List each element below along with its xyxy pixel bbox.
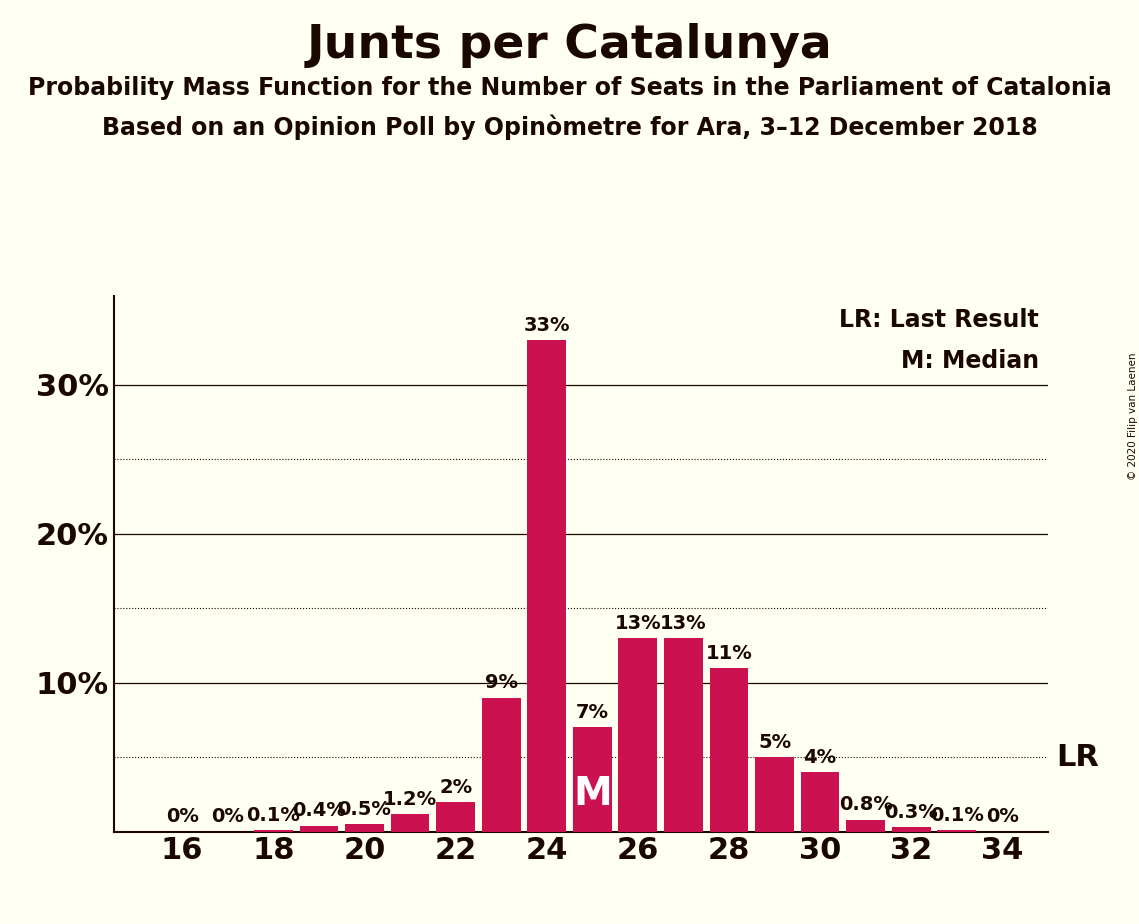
Bar (573, 727, 612, 832)
Text: © 2020 Filip van Laenen: © 2020 Filip van Laenen (1129, 352, 1138, 480)
Text: 0%: 0% (986, 808, 1018, 826)
Text: 4%: 4% (803, 748, 837, 767)
Text: 0.1%: 0.1% (246, 806, 301, 825)
Bar (527, 340, 566, 832)
Bar (710, 668, 748, 832)
Bar (300, 826, 338, 832)
Bar (892, 827, 931, 832)
Text: 1.2%: 1.2% (383, 789, 437, 808)
Text: 0.8%: 0.8% (838, 796, 893, 814)
Text: LR: Last Result: LR: Last Result (839, 308, 1039, 332)
Bar (846, 820, 885, 832)
Text: 13%: 13% (615, 614, 661, 633)
Bar (937, 830, 976, 832)
Bar (254, 830, 293, 832)
Text: 33%: 33% (524, 316, 570, 335)
Text: 9%: 9% (485, 674, 517, 692)
Text: 0.1%: 0.1% (929, 806, 984, 825)
Text: Based on an Opinion Poll by Opinòmetre for Ara, 3–12 December 2018: Based on an Opinion Poll by Opinòmetre f… (101, 115, 1038, 140)
Bar (755, 757, 794, 832)
Text: M: M (573, 775, 612, 813)
Text: 0%: 0% (212, 808, 244, 826)
Bar (801, 772, 839, 832)
Text: 0.5%: 0.5% (337, 800, 392, 819)
Text: LR: LR (1056, 743, 1099, 772)
Bar (482, 698, 521, 832)
Text: 11%: 11% (705, 644, 753, 663)
Bar (664, 638, 703, 832)
Bar (618, 638, 657, 832)
Text: 0.4%: 0.4% (292, 801, 346, 821)
Text: 2%: 2% (439, 778, 473, 796)
Bar (345, 824, 384, 832)
Text: Junts per Catalunya: Junts per Catalunya (306, 23, 833, 68)
Text: Probability Mass Function for the Number of Seats in the Parliament of Catalonia: Probability Mass Function for the Number… (27, 76, 1112, 100)
Text: M: Median: M: Median (901, 349, 1039, 373)
Text: 13%: 13% (661, 614, 706, 633)
Bar (391, 814, 429, 832)
Text: 7%: 7% (576, 703, 608, 723)
Bar (436, 802, 475, 832)
Text: 5%: 5% (757, 733, 792, 752)
Text: 0%: 0% (166, 808, 198, 826)
Text: 0.3%: 0.3% (884, 803, 939, 822)
